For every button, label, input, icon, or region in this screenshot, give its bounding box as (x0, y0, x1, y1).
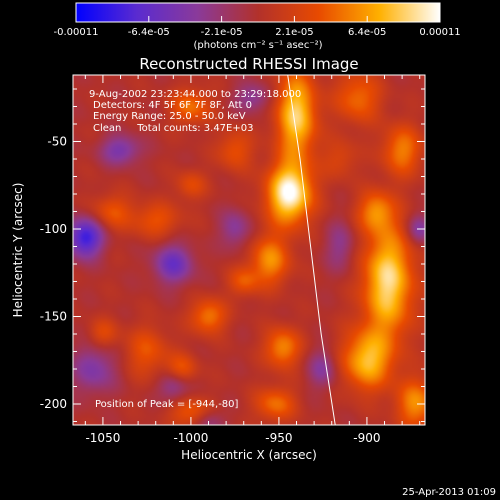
y-tick-label: -150 (40, 310, 67, 324)
annotation-energy-range: Energy Range: 25.0 - 50.0 keV (93, 111, 246, 122)
annotation-detectors: Detectors: 4F 5F 6F 7F 8F, Att 0 (93, 100, 252, 111)
y-tick-label: -100 (40, 222, 67, 236)
axis-ticks (73, 75, 425, 425)
x-tick-label: -950 (265, 431, 292, 445)
chart-title: Reconstructed RHESSI Image (139, 55, 358, 73)
colorbar-tick-label-0: -0.00011 (54, 27, 99, 38)
y-tick-label: -50 (47, 135, 67, 149)
colorbar-tick-label-3: 2.1e-05 (275, 27, 313, 38)
colorbar-unit-label: (photons cm⁻² s⁻¹ asec⁻²) (193, 40, 322, 51)
y-tick-labels: -50 -100 -150 -200 (40, 135, 67, 412)
x-tick-label: -1050 (85, 431, 120, 445)
annotation-clean-counts: Clean Total counts: 3.47E+03 (93, 123, 253, 134)
annotation-time-range: 9-Aug-2002 23:23:44.000 to 23:29:18.000 (89, 89, 301, 100)
colorbar-tick-label-5: 0.00011 (419, 27, 460, 38)
x-tick-labels: -1050 -1000 -950 -900 (85, 431, 380, 445)
footer-timestamp: 25-Apr-2013 01:09 (402, 487, 496, 498)
colorbar-tick-label-4: 6.4e-05 (348, 27, 386, 38)
colorbar-tick-label-1: -6.4e-05 (128, 27, 170, 38)
x-tick-label: -900 (353, 431, 380, 445)
observation-annotations: 9-Aug-2002 23:23:44.000 to 23:29:18.000 … (89, 89, 301, 134)
colorbar (75, 2, 441, 23)
peak-position-label: Position of Peak = [-944,-80] (95, 399, 239, 410)
colorbar-ticks (75, 16, 441, 22)
y-axis-label: Heliocentric Y (arcsec) (11, 183, 25, 318)
colorbar-tick-label-2: -2.1e-05 (201, 27, 243, 38)
solar-limb-line (287, 75, 336, 425)
heatmap-image (73, 75, 425, 425)
x-axis-label: Heliocentric X (arcsec) (181, 448, 317, 462)
x-tick-label: -1000 (173, 431, 208, 445)
colorbar-labels: -0.00011 -6.4e-05 -2.1e-05 2.1e-05 6.4e-… (54, 27, 461, 38)
plot-frame (72, 74, 426, 426)
y-tick-label: -200 (40, 397, 67, 411)
